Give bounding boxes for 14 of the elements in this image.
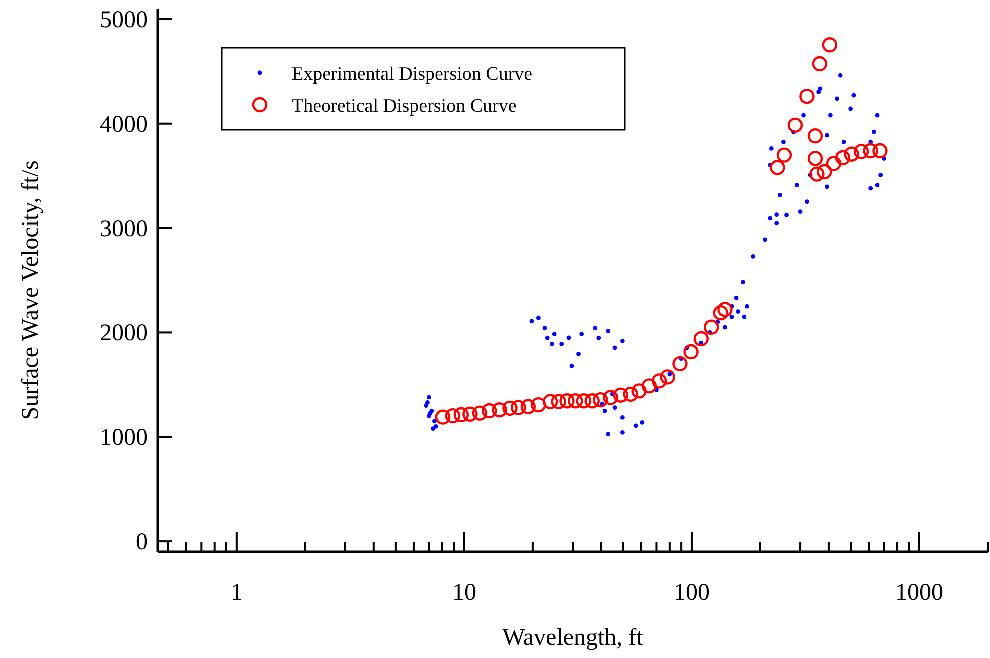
y-tick-label: 2000 [100, 320, 148, 347]
x-axis-title: Wavelength, ft [502, 625, 644, 651]
y-tick-label: 0 [136, 530, 148, 556]
y-tick-label: 5000 [100, 7, 148, 34]
legend-label: Experimental Dispersion Curve [292, 64, 533, 85]
x-tick-label: 1000 [896, 580, 944, 606]
x-tick-label: 10 [452, 580, 476, 606]
x-tick-label: 1 [230, 580, 243, 606]
y-tick-label: 1000 [100, 425, 148, 452]
x-tick-label: 100 [674, 580, 710, 606]
legend-label: Theoretical Dispersion Curve [292, 96, 517, 117]
y-tick-label: 3000 [100, 216, 148, 242]
y-tick-label: 4000 [100, 112, 148, 138]
y-axis-title: Surface Wave Velocity, ft/s [18, 160, 44, 420]
